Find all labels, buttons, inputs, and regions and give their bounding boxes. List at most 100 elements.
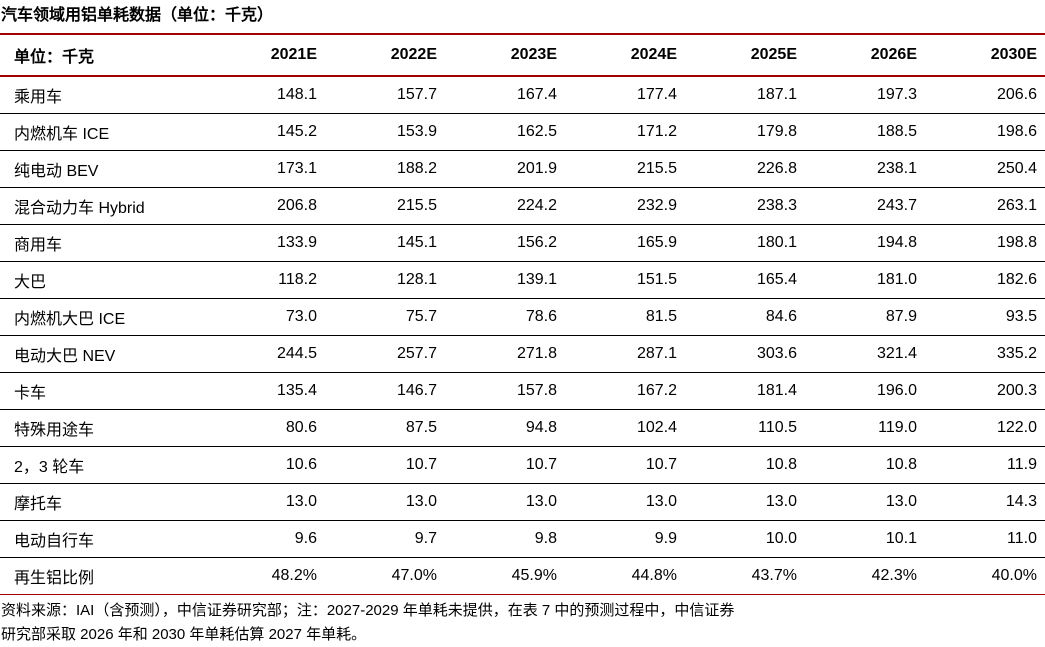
cell-value: 167.4 (445, 76, 565, 114)
cell-value: 180.1 (685, 224, 805, 262)
cell-value: 271.8 (445, 335, 565, 373)
cell-value: 9.6 (205, 520, 325, 558)
cell-value: 93.5 (925, 298, 1045, 336)
cell-value: 75.7 (325, 298, 445, 336)
cell-value: 287.1 (565, 335, 685, 373)
cell-value: 78.6 (445, 298, 565, 336)
table-row: 乘用车 148.1 157.7 167.4 177.4 187.1 197.3 206.6 (0, 76, 1045, 114)
cell-value: 110.5 (685, 409, 805, 447)
cell-value: 87.9 (805, 298, 925, 336)
table-row: 再生铝比例 48.2% 47.0% 45.9% 44.8% 43.7% 42.3% 40.0% (0, 557, 1045, 595)
cell-value: 257.7 (325, 335, 445, 373)
cell-value: 135.4 (205, 372, 325, 410)
cell-value: 11.0 (925, 520, 1045, 558)
cell-value: 263.1 (925, 187, 1045, 225)
cell-value: 196.0 (805, 372, 925, 410)
cell-value: 215.5 (565, 150, 685, 188)
cell-value: 10.7 (325, 446, 445, 484)
cell-value: 243.7 (805, 187, 925, 225)
cell-value: 335.2 (925, 335, 1045, 373)
cell-value: 42.3% (805, 557, 925, 595)
cell-value: 165.9 (565, 224, 685, 262)
cell-value: 303.6 (685, 335, 805, 373)
table-row: 内燃机车 ICE 145.2 153.9 162.5 171.2 179.8 188.5 19… (0, 113, 1045, 151)
cell-value: 188.2 (325, 150, 445, 188)
year-column-header: 2024E (565, 34, 685, 77)
cell-value: 145.1 (325, 224, 445, 262)
row-label: 电动自行车 (0, 520, 205, 558)
cell-value: 87.5 (325, 409, 445, 447)
row-label: 摩托车 (0, 483, 205, 521)
cell-value: 44.8% (565, 557, 685, 595)
cell-value: 10.7 (565, 446, 685, 484)
cell-value: 48.2% (205, 557, 325, 595)
cell-value: 226.8 (685, 150, 805, 188)
cell-value: 9.7 (325, 520, 445, 558)
cell-value: 165.4 (685, 261, 805, 299)
year-column-header: 2022E (325, 34, 445, 77)
cell-value: 171.2 (565, 113, 685, 151)
cell-value: 119.0 (805, 409, 925, 447)
table-title: 汽车领域用铝单耗数据（单位：千克） (1, 7, 274, 24)
unit-column-header: 单位：千克 (0, 34, 205, 77)
year-column-header: 2023E (445, 34, 565, 77)
row-label: 乘用车 (0, 76, 205, 114)
cell-value: 122.0 (925, 409, 1045, 447)
cell-value: 10.8 (685, 446, 805, 484)
cell-value: 201.9 (445, 150, 565, 188)
cell-value: 13.0 (445, 483, 565, 521)
cell-value: 194.8 (805, 224, 925, 262)
table-row: 特殊用途车 80.6 87.5 94.8 102.4 110.5 119.0 122.0 (0, 409, 1045, 447)
cell-value: 156.2 (445, 224, 565, 262)
cell-value: 151.5 (565, 261, 685, 299)
cell-value: 157.7 (325, 76, 445, 114)
cell-value: 157.8 (445, 372, 565, 410)
cell-value: 173.1 (205, 150, 325, 188)
cell-value: 10.6 (205, 446, 325, 484)
row-label: 大巴 (0, 261, 205, 299)
cell-value: 244.5 (205, 335, 325, 373)
cell-value: 238.1 (805, 150, 925, 188)
source-note-line-2: 研究部采取 2026 年和 2030 年单耗估算 2027 年单耗。 (1, 626, 367, 643)
cell-value: 188.5 (805, 113, 925, 151)
cell-value: 13.0 (565, 483, 685, 521)
row-label: 2，3 轮车 (0, 446, 205, 484)
row-label: 混合动力车 Hybrid (0, 187, 205, 225)
cell-value: 94.8 (445, 409, 565, 447)
row-label: 商用车 (0, 224, 205, 262)
cell-value: 73.0 (205, 298, 325, 336)
cell-value: 232.9 (565, 187, 685, 225)
table-row: 摩托车 13.0 13.0 13.0 13.0 13.0 13.0 14.3 (0, 483, 1045, 521)
year-column-header: 2025E (685, 34, 805, 77)
cell-value: 182.6 (925, 261, 1045, 299)
cell-value: 40.0% (925, 557, 1045, 595)
cell-value: 197.3 (805, 76, 925, 114)
table-row: 大巴 118.2 128.1 139.1 151.5 165.4 181.0 182.6 (0, 261, 1045, 299)
cell-value: 215.5 (325, 187, 445, 225)
cell-value: 181.4 (685, 372, 805, 410)
cell-value: 133.9 (205, 224, 325, 262)
table-row: 电动自行车 9.6 9.7 9.8 9.9 10.0 10.1 11.0 (0, 520, 1045, 558)
table-row: 内燃机大巴 ICE 73.0 75.7 78.6 81.5 84.6 87.9 93.5 (0, 298, 1045, 336)
cell-value: 10.1 (805, 520, 925, 558)
cell-value: 198.8 (925, 224, 1045, 262)
cell-value: 13.0 (325, 483, 445, 521)
cell-value: 14.3 (925, 483, 1045, 521)
table-row: 商用车 133.9 145.1 156.2 165.9 180.1 194.8 198.8 (0, 224, 1045, 262)
cell-value: 146.7 (325, 372, 445, 410)
table-row: 混合动力车 Hybrid 206.8 215.5 224.2 232.9 238.3 243… (0, 187, 1045, 225)
row-label: 特殊用途车 (0, 409, 205, 447)
row-label: 再生铝比例 (0, 557, 205, 595)
cell-value: 45.9% (445, 557, 565, 595)
cell-value: 153.9 (325, 113, 445, 151)
header-row: 单位：千克 2021E 2022E 2023E 2024E 2025E 2026E 2030E (0, 34, 1045, 77)
cell-value: 128.1 (325, 261, 445, 299)
source-note: 资料来源：IAI（含预测），中信证券研究部；注：2027-2029 年单耗未提供… (0, 595, 1045, 647)
cell-value: 238.3 (685, 187, 805, 225)
cell-value: 162.5 (445, 113, 565, 151)
cell-value: 10.0 (685, 520, 805, 558)
cell-value: 139.1 (445, 261, 565, 299)
cell-value: 198.6 (925, 113, 1045, 151)
row-label: 卡车 (0, 372, 205, 410)
